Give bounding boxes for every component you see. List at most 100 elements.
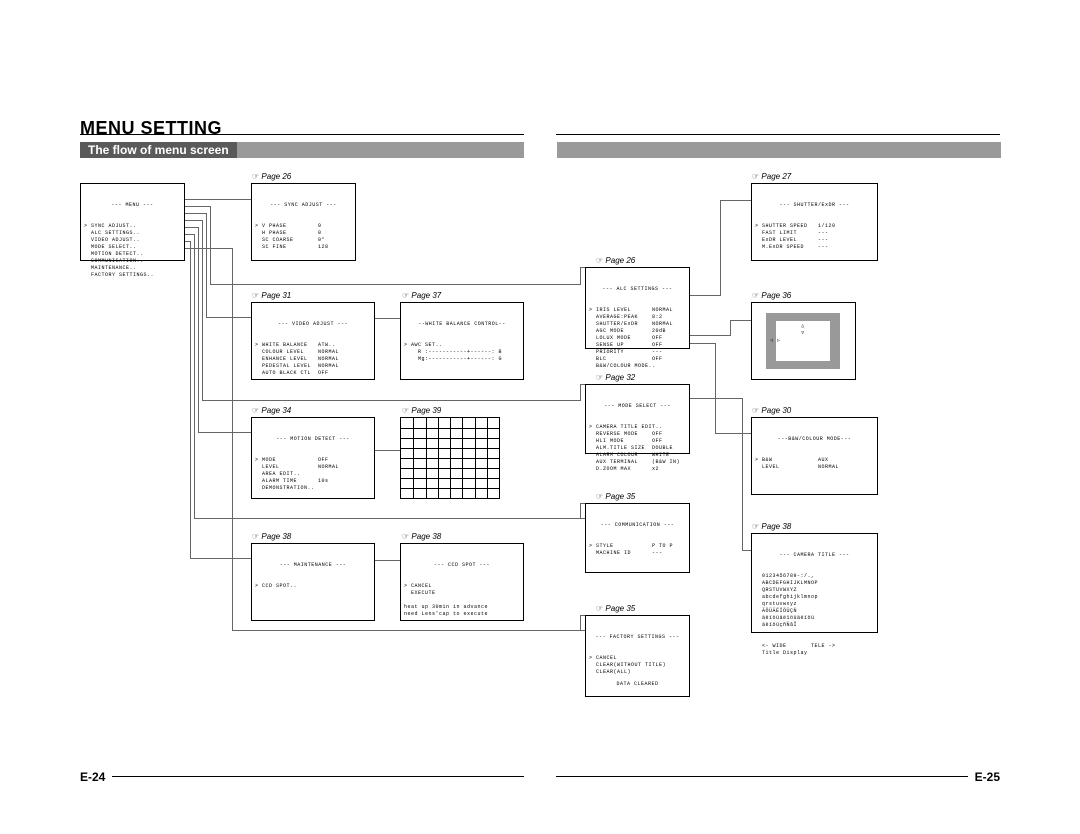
connector (690, 398, 742, 399)
connector (375, 318, 400, 319)
arrow-up: △▽ (801, 323, 805, 337)
box-bwcolour: ---B&W/COLOUR MODE--- > B&W AUX LEVEL NO… (751, 417, 878, 495)
connector (720, 200, 721, 296)
connector (202, 220, 203, 400)
connector (580, 384, 581, 401)
page-ref: Page 27 (752, 172, 791, 181)
page-ref: Page 39 (402, 406, 441, 415)
connector (730, 320, 731, 336)
box-body: 0123456789-:/., ABCDEFGHIJKLMNOP QRSTUVW… (755, 573, 874, 657)
connector (720, 200, 751, 201)
connector (198, 227, 199, 432)
connector (690, 343, 715, 344)
box-title: --WHITE BALANCE CONTROL-- (404, 321, 520, 328)
box-body: > CANCEL CLEAR(WITHOUT TITLE) CLEAR(ALL) (589, 655, 686, 676)
box-camtitle: --- CAMERA TITLE --- 0123456789-:/., ABC… (751, 533, 878, 633)
box-title: --- FACTORY SETTINGS --- (589, 634, 686, 641)
box-title: --- VIDEO ADJUST --- (255, 321, 371, 328)
connector (690, 295, 720, 296)
rule (80, 134, 524, 135)
subtitle-bar-right (556, 142, 1001, 158)
box-title: --- MODE SELECT --- (589, 403, 686, 410)
page-ref: Page 35 (596, 604, 635, 613)
subtitle-fill (557, 142, 1001, 158)
page-ref: Page 31 (252, 291, 291, 300)
box-p36: △▽ ◁ ▷ (751, 302, 856, 380)
connector (580, 615, 585, 616)
box-title: --- COMMUNICATION --- (589, 522, 686, 529)
connector (690, 335, 730, 336)
box-alc: --- ALC SETTINGS --- > IRIS LEVEL NORMAL… (585, 267, 690, 349)
box-maintenance: --- MAINTENANCE --- > CCD SPOT.. (251, 543, 375, 621)
page-title: MENU SETTING (80, 118, 222, 139)
connector (185, 220, 202, 221)
box-sync: --- SYNC ADJUST --- > V PHASE 0 H PHASE … (251, 183, 356, 261)
box-body: > CCD SPOT.. (255, 583, 371, 590)
box-body: > SYNC ADJUST.. ALC SETTINGS.. VIDEO ADJ… (84, 223, 181, 279)
box-title: --- SHUTTER/ExDR --- (755, 202, 874, 209)
box-title: ---B&W/COLOUR MODE--- (755, 436, 874, 443)
page-ref: Page 26 (252, 172, 291, 181)
footer-line (556, 776, 968, 777)
box-body: > WHITE BALANCE ATW.. COLOUR LEVEL NORMA… (255, 342, 371, 377)
box-title: --- ALC SETTINGS --- (589, 286, 686, 293)
connector (210, 284, 580, 285)
connector (742, 398, 743, 550)
connector (185, 206, 210, 207)
connector (185, 248, 232, 249)
connector (715, 433, 751, 434)
subtitle-bar: The flow of menu screen (80, 142, 524, 158)
connector (185, 213, 206, 214)
connector (375, 560, 400, 561)
page-ref: Page 30 (752, 406, 791, 415)
connector (580, 267, 581, 285)
connector (375, 450, 400, 451)
box-title: --- MOTION DETECT --- (255, 436, 371, 443)
box-title: --- CAMERA TITLE --- (755, 552, 874, 559)
connector (190, 241, 191, 558)
box-body: > V PHASE 0 H PHASE 0 SC COARSE 0° SC FI… (255, 223, 352, 251)
connector (210, 206, 211, 284)
connector (232, 248, 233, 630)
box-title: --- CCD SPOT --- (404, 562, 520, 569)
connector (580, 503, 581, 519)
connector (198, 432, 251, 433)
page-ref: Page 34 (252, 406, 291, 415)
connector (185, 199, 251, 200)
box-video: --- VIDEO ADJUST --- > WHITE BALANCE ATW… (251, 302, 375, 380)
subtitle-fill (237, 142, 524, 158)
rule (556, 134, 1000, 135)
connector (580, 384, 585, 385)
box-ccd: --- CCD SPOT --- > CANCEL EXECUTE heat u… (400, 543, 524, 621)
connector (194, 518, 585, 519)
footer-page-right: E-25 (975, 770, 1000, 784)
connector (715, 343, 716, 433)
box-body: > AWC SET.. R :-----------+------: B Mg:… (404, 342, 520, 363)
box-factory: --- FACTORY SETTINGS --- > CANCEL CLEAR(… (585, 615, 690, 697)
page-ref: Page 26 (596, 256, 635, 265)
connector (580, 267, 585, 268)
connector (580, 503, 585, 504)
page-ref: Page 38 (752, 522, 791, 531)
subtitle-text: The flow of menu screen (80, 142, 237, 158)
box-mode: --- MODE SELECT --- > CAMERA TITLE EDIT.… (585, 384, 690, 454)
box-body: > B&W AUX LEVEL NORMAL (755, 457, 874, 471)
box-body: > SHUTTER SPEED 1/120 FAST LIMIT --- ExD… (755, 223, 874, 251)
box-menu: --- MENU --- > SYNC ADJUST.. ALC SETTING… (80, 183, 185, 261)
box-foot: heat up 30min in advance need Lens'cap t… (404, 604, 488, 618)
box-motion: --- MOTION DETECT --- > MODE OFF LEVEL N… (251, 417, 375, 499)
page-ref: Page 36 (752, 291, 791, 300)
connector (580, 615, 581, 631)
box-wbc: --WHITE BALANCE CONTROL-- > AWC SET.. R … (400, 302, 524, 380)
connector (206, 213, 207, 317)
connector (730, 320, 751, 321)
connector (206, 317, 251, 318)
page-ref: Page 35 (596, 492, 635, 501)
box-body: > CAMERA TITLE EDIT.. REVERSE MODE OFF H… (589, 424, 686, 473)
connector (202, 400, 580, 401)
gray-box: △▽ ◁ ▷ (766, 313, 840, 369)
connector (194, 234, 195, 518)
connector (185, 227, 198, 228)
connector (185, 234, 194, 235)
box-title: --- SYNC ADJUST --- (255, 202, 352, 209)
